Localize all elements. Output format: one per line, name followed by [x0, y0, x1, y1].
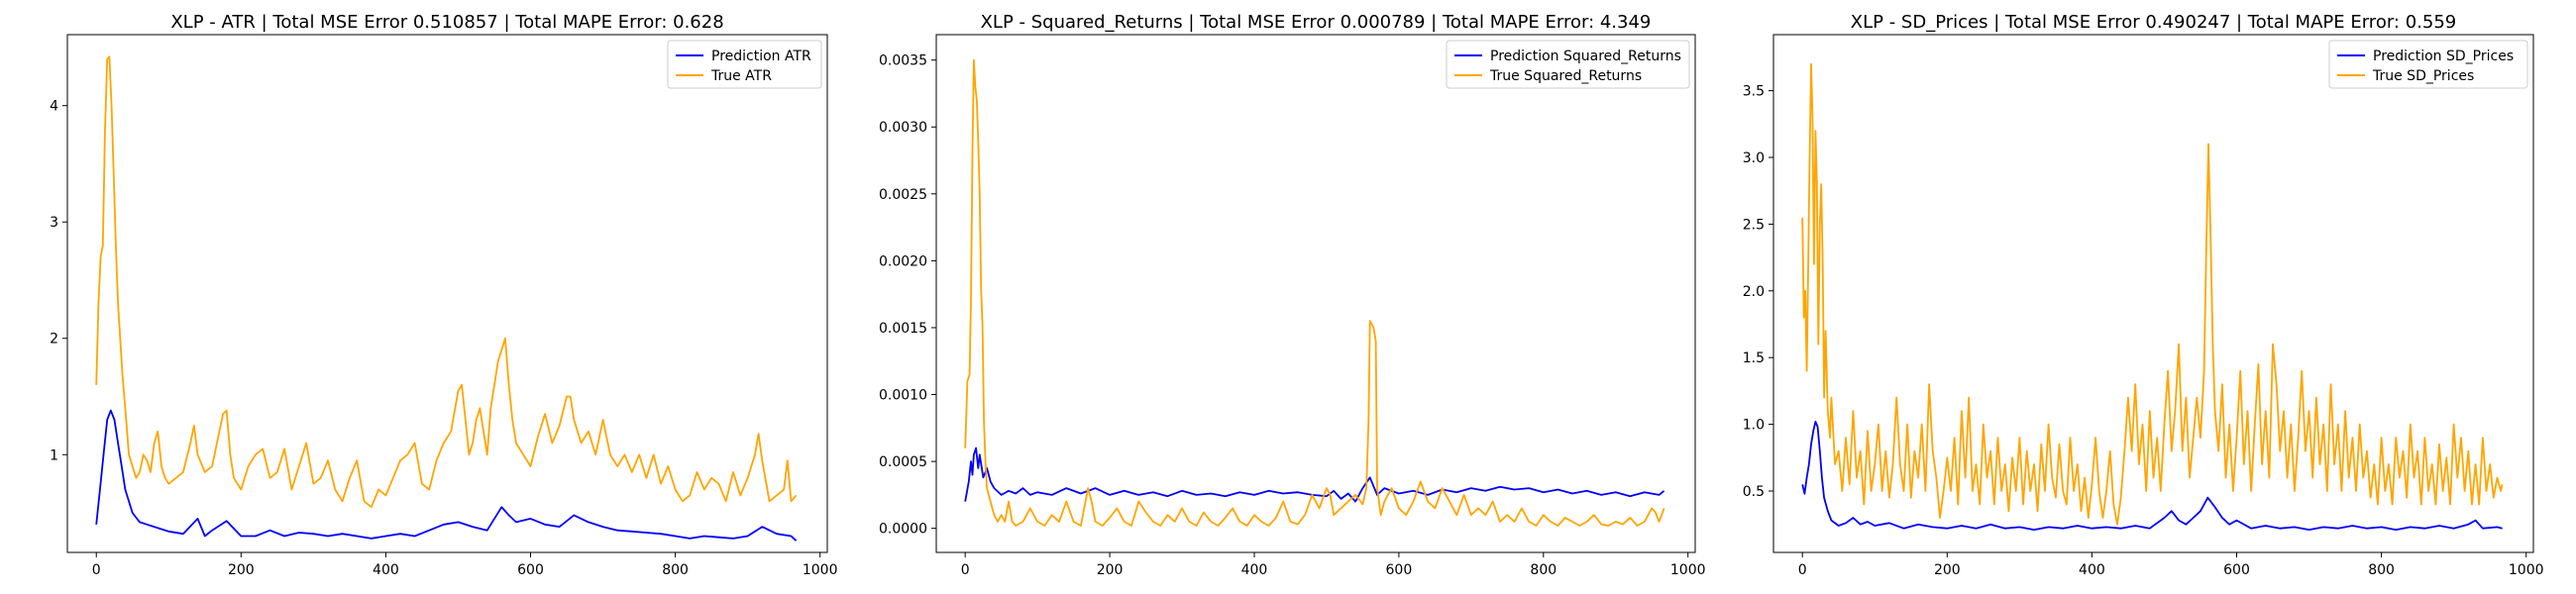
legend-label: True ATR	[710, 68, 772, 84]
y-tick-label: 0.0010	[879, 388, 927, 404]
legend-box	[2328, 40, 2528, 89]
y-tick-label: 1.5	[1743, 350, 1765, 366]
plot-area	[95, 55, 798, 542]
series-line-true-atr	[95, 55, 798, 509]
chart-title: XLP - ATR | Total MSE Error 0.510857 | T…	[170, 12, 723, 33]
axes-frame	[66, 34, 828, 553]
x-tick-label: 800	[662, 562, 689, 578]
series-line-prediction-sd-prices	[1801, 421, 2503, 531]
y-tick-label: 1	[50, 447, 58, 463]
series-line-true-squared-returns	[964, 58, 1665, 527]
legend: Prediction Squared_Returns True Squared_R…	[1446, 40, 1690, 89]
x-tick-label: 600	[2223, 562, 2250, 578]
legend-label: Prediction ATR	[711, 49, 811, 64]
legend-box	[667, 40, 822, 89]
series-line-prediction-squared-returns	[964, 446, 1665, 503]
x-tick-label: 1000	[803, 562, 838, 578]
y-tick-label: 0.5	[1743, 484, 1765, 500]
x-tick-label: 800	[2368, 562, 2395, 578]
y-tick-label: 4	[50, 99, 58, 115]
y-tick-label: 3.0	[1743, 150, 1765, 166]
x-tick-label: 1000	[1670, 562, 1706, 578]
y-tick-label: 2	[50, 332, 58, 347]
y-tick-label: 2.0	[1743, 284, 1765, 300]
x-tick-label: 600	[517, 562, 544, 578]
legend-label: Prediction Squared_Returns	[1490, 49, 1681, 64]
chart-title: XLP - Squared_Returns | Total MSE Error …	[981, 12, 1652, 33]
chart-panel-atr: XLP - ATR | Total MSE Error 0.510857 | T…	[50, 12, 837, 578]
y-tick-label: 1.0	[1743, 418, 1765, 434]
chart-title: XLP - SD_Prices | Total MSE Error 0.4902…	[1851, 12, 2456, 33]
y-tick-label: 0.0035	[879, 53, 927, 69]
y-tick-label: 0.0030	[879, 120, 927, 136]
x-tick-label: 400	[1241, 562, 1268, 578]
y-tick-label: 2.5	[1743, 217, 1765, 233]
x-tick-label: 0	[1798, 562, 1807, 578]
y-tick-label: 0.0000	[879, 522, 927, 538]
legend-box	[1446, 40, 1690, 89]
plot-area	[1801, 62, 2504, 531]
chart-panel-squared-returns: XLP - Squared_Returns | Total MSE Error …	[879, 12, 1706, 578]
axes-frame	[1772, 34, 2534, 553]
legend-label: True Squared_Returns	[1489, 68, 1642, 84]
series-line-true-sd-prices	[1801, 62, 2504, 526]
x-tick-label: 200	[228, 562, 255, 578]
legend: Prediction ATR True ATR	[667, 40, 822, 89]
plot-area	[964, 58, 1665, 527]
series-line-prediction-atr	[95, 409, 798, 542]
y-tick-label: 0.0020	[879, 253, 927, 269]
y-tick-label: 0.0025	[879, 187, 927, 203]
legend: Prediction SD_Prices True SD_Prices	[2328, 40, 2528, 89]
x-tick-label: 200	[1097, 562, 1124, 578]
y-tick-label: 3	[50, 215, 58, 231]
legend-label: True SD_Prices	[2372, 68, 2474, 84]
y-tick-label: 0.0005	[879, 454, 927, 470]
x-tick-label: 800	[1530, 562, 1556, 578]
x-tick-label: 0	[961, 562, 970, 578]
x-tick-label: 0	[92, 562, 101, 578]
legend-label: Prediction SD_Prices	[2373, 49, 2514, 64]
x-tick-label: 400	[373, 562, 399, 578]
y-tick-label: 3.5	[1743, 84, 1765, 100]
x-tick-label: 600	[1386, 562, 1413, 578]
x-tick-label: 200	[1934, 562, 1961, 578]
axes-frame	[935, 34, 1696, 553]
y-tick-label: 0.0015	[879, 321, 927, 337]
x-tick-label: 400	[2079, 562, 2105, 578]
chart-panel-sd-prices: XLP - SD_Prices | Total MSE Error 0.4902…	[1743, 12, 2544, 578]
x-tick-label: 1000	[2509, 562, 2544, 578]
